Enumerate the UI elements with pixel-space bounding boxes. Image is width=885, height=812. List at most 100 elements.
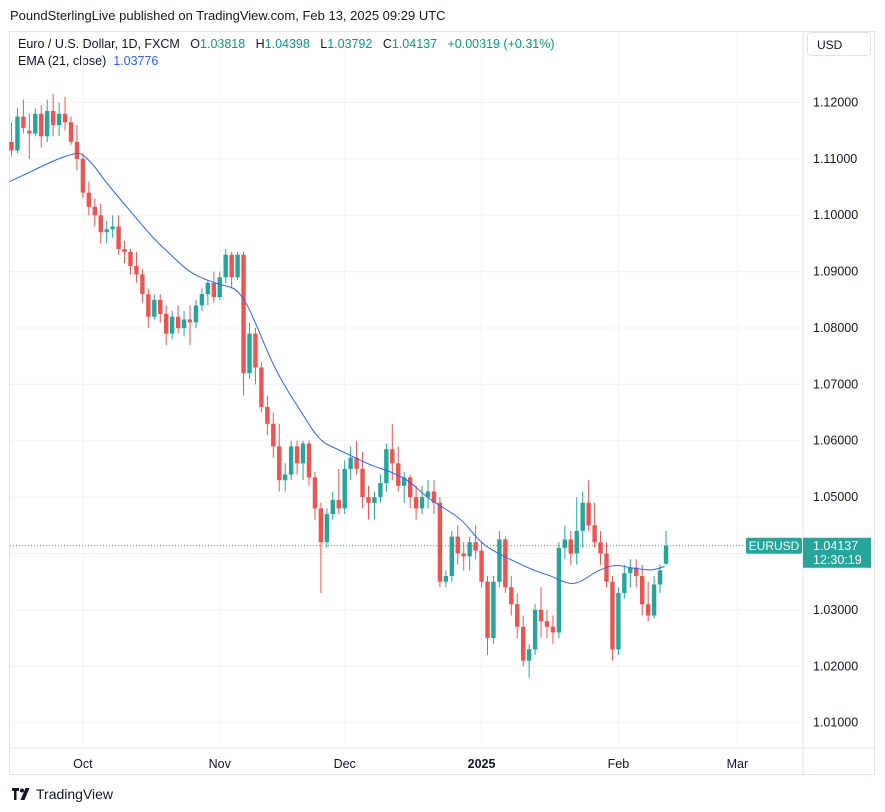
candle-body	[300, 443, 306, 464]
legend-change: +0.00319 (+0.31%)	[447, 37, 555, 51]
y-tick-label: 1.05000	[813, 490, 858, 504]
candle-body	[306, 443, 312, 478]
candle	[21, 99, 26, 134]
candle	[164, 305, 169, 345]
candle	[491, 576, 496, 644]
candle-body	[491, 581, 496, 639]
x-tick-label: Nov	[209, 757, 232, 771]
candle-body	[318, 508, 324, 543]
candle-body	[372, 497, 377, 503]
x-tick-label: Feb	[608, 757, 630, 771]
candle-body	[324, 514, 330, 543]
candle-body	[247, 333, 252, 374]
candle-body	[86, 192, 92, 207]
candle	[372, 491, 377, 520]
currency-button[interactable]: USD	[807, 32, 871, 56]
candle	[556, 542, 562, 639]
symbol-tag	[746, 537, 802, 554]
candle	[134, 251, 139, 283]
y-tick-label: 1.03000	[813, 603, 858, 617]
candle	[253, 327, 258, 385]
candle-body	[9, 141, 14, 151]
candle	[318, 502, 324, 593]
candle-body	[241, 254, 246, 374]
candle	[56, 102, 62, 137]
candle-body	[580, 502, 585, 531]
symbol-tag-text: EURUSD	[749, 539, 800, 553]
candle-body	[348, 457, 353, 469]
legend-symbol-row: Euro / U.S. Dollar, 1D, FXCM O1.03818 H1…	[18, 36, 555, 53]
y-tick-label: 1.08000	[813, 321, 858, 335]
chart-grid	[10, 32, 874, 775]
candle	[259, 361, 264, 413]
candle-body	[288, 446, 294, 475]
candle-body	[407, 477, 413, 498]
candle	[437, 497, 443, 588]
candle	[366, 485, 371, 520]
candle	[497, 530, 502, 588]
publisher-line: PoundSterlingLive published on TradingVi…	[10, 8, 446, 23]
candle-body	[390, 449, 395, 464]
x-tick-label: 2025	[468, 757, 496, 771]
candle	[485, 576, 490, 655]
legend-h-value: 1.04398	[264, 37, 310, 51]
candle-body	[217, 277, 222, 297]
candle	[532, 604, 538, 655]
candle	[449, 530, 454, 582]
candle-body	[425, 491, 431, 498]
candle-body	[485, 581, 490, 639]
legend-ema-label[interactable]: EMA (21, close)	[18, 54, 107, 68]
candle	[98, 203, 103, 244]
candle-body	[354, 457, 359, 469]
candle	[45, 99, 50, 142]
candle	[378, 474, 383, 503]
candle-body	[277, 446, 282, 481]
candle-body	[461, 553, 466, 557]
candle	[407, 474, 413, 509]
y-tick-label: 1.12000	[813, 95, 858, 109]
candle	[39, 105, 44, 148]
candle-body	[271, 423, 276, 447]
candle-body	[431, 491, 437, 503]
candle	[68, 116, 74, 145]
ema-line	[9, 152, 665, 584]
candle-body	[259, 367, 264, 407]
candle-body	[616, 592, 621, 650]
footer-brand[interactable]: TradingView	[12, 786, 113, 802]
candle-body	[98, 215, 103, 233]
candle-body	[663, 545, 669, 564]
candle-body	[21, 116, 26, 128]
candle	[175, 305, 181, 334]
candle	[580, 491, 585, 548]
candle	[312, 471, 318, 520]
y-tick-label: 1.11000	[813, 152, 857, 166]
candle	[598, 530, 603, 565]
candle-body	[384, 449, 389, 484]
candle-body	[479, 550, 484, 582]
candle	[390, 423, 395, 481]
x-tick-label: Oct	[73, 757, 93, 771]
candle	[116, 215, 121, 255]
candle-body	[336, 499, 341, 509]
candle-body	[181, 319, 187, 328]
candle	[467, 536, 472, 571]
candle	[610, 576, 615, 661]
candle	[110, 215, 115, 238]
candle-body	[146, 294, 151, 317]
candle	[300, 440, 306, 481]
candle-body	[68, 122, 74, 142]
candle	[663, 530, 669, 566]
candle	[235, 251, 240, 281]
candle-body	[50, 110, 56, 126]
legend-o-label: O	[190, 37, 201, 51]
legend-symbol[interactable]: Euro / U.S. Dollar, 1D, FXCM	[18, 37, 180, 51]
candle-body	[27, 130, 32, 134]
candle-body	[62, 113, 68, 123]
candle-body	[467, 542, 472, 557]
candle	[443, 570, 449, 588]
candle-body	[532, 609, 538, 650]
candle-body	[515, 604, 520, 627]
candle	[634, 559, 639, 588]
